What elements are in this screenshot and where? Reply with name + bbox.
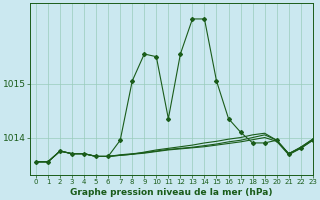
X-axis label: Graphe pression niveau de la mer (hPa): Graphe pression niveau de la mer (hPa) (70, 188, 273, 197)
